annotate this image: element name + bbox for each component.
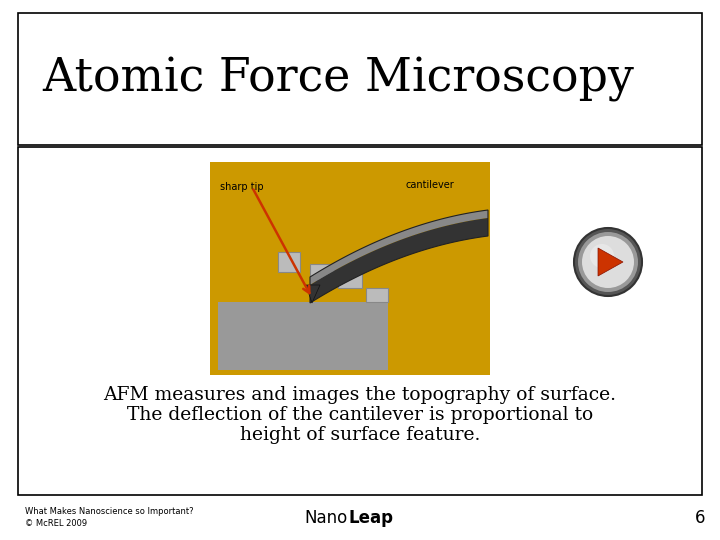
Circle shape <box>578 232 638 292</box>
Text: The deflection of the cantilever is proportional to: The deflection of the cantilever is prop… <box>127 406 593 424</box>
Polygon shape <box>310 210 488 285</box>
Bar <box>18 147 702 495</box>
Bar <box>18 13 702 145</box>
Circle shape <box>590 244 614 268</box>
Text: Atomic Force Microscopy: Atomic Force Microscopy <box>42 56 634 102</box>
Text: height of surface feature.: height of surface feature. <box>240 426 480 444</box>
Polygon shape <box>310 218 488 303</box>
Text: Leap: Leap <box>348 509 393 527</box>
Bar <box>338 272 362 288</box>
Polygon shape <box>598 248 623 276</box>
Bar <box>210 162 490 375</box>
Text: What Makes Nanoscience so Important?: What Makes Nanoscience so Important? <box>25 508 194 516</box>
Text: Nano: Nano <box>305 509 348 527</box>
Bar <box>278 252 300 272</box>
Bar <box>310 264 334 280</box>
Polygon shape <box>306 285 320 303</box>
Bar <box>218 302 388 370</box>
Circle shape <box>574 228 642 296</box>
Text: © McREL 2009: © McREL 2009 <box>25 519 87 529</box>
Text: cantilever: cantilever <box>405 180 454 190</box>
Text: sharp tip: sharp tip <box>220 182 264 192</box>
Bar <box>366 288 388 302</box>
Text: 6: 6 <box>695 509 706 527</box>
Text: AFM measures and images the topography of surface.: AFM measures and images the topography o… <box>104 386 616 404</box>
Circle shape <box>582 236 634 288</box>
